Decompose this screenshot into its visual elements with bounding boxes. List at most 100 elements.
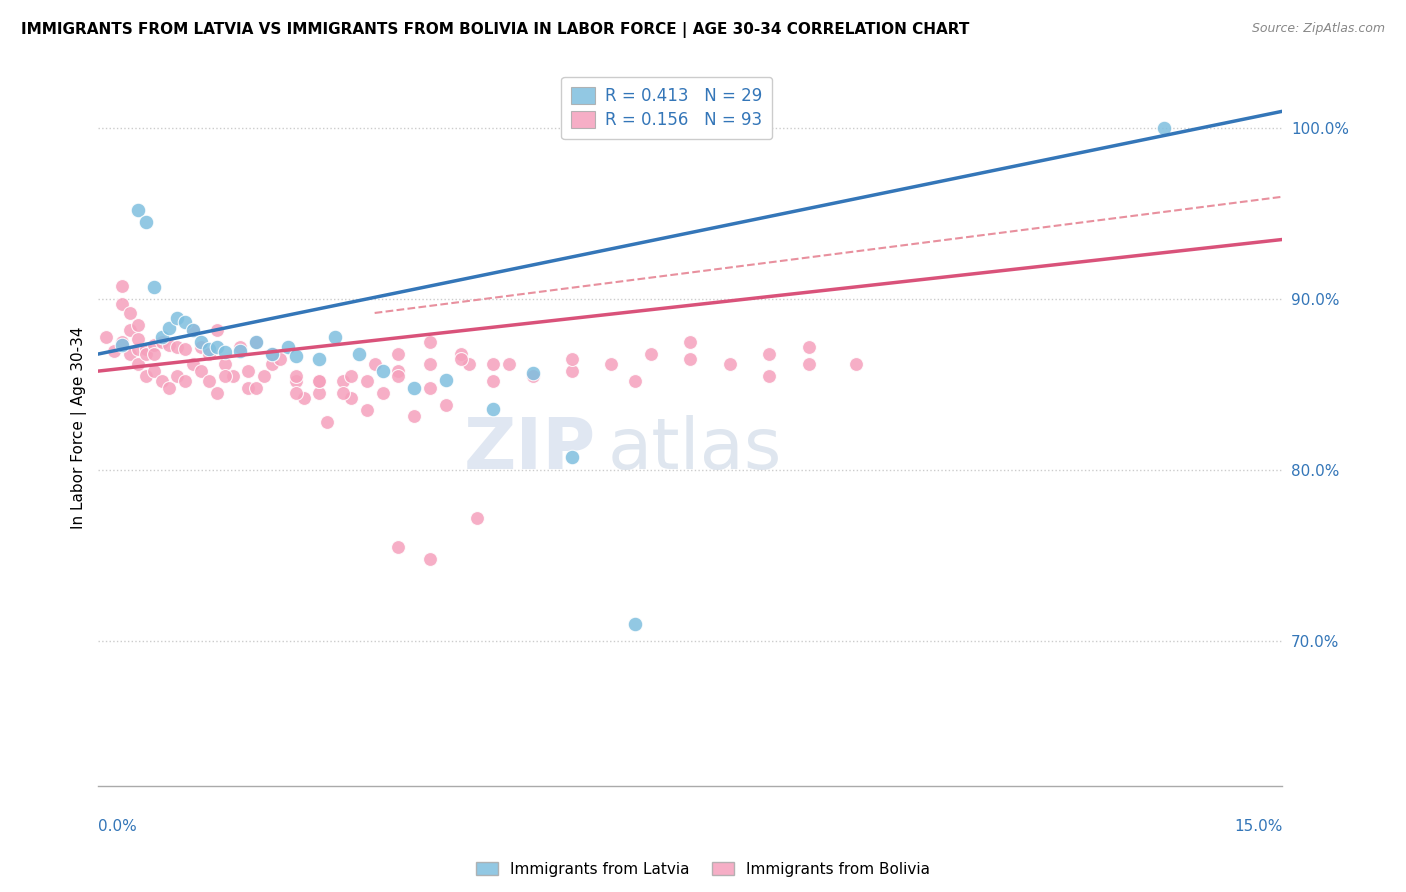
Point — [308, 352, 330, 367]
Point — [118, 306, 141, 320]
Point — [482, 401, 505, 416]
Point — [150, 330, 173, 344]
Point — [387, 369, 409, 384]
Point — [277, 340, 299, 354]
Point — [111, 338, 134, 352]
Point — [292, 392, 315, 406]
Text: 0.0%: 0.0% — [98, 819, 138, 834]
Point — [166, 340, 188, 354]
Point — [332, 386, 354, 401]
Point — [284, 375, 307, 389]
Y-axis label: In Labor Force | Age 30-34: In Labor Force | Age 30-34 — [72, 326, 87, 529]
Point — [561, 352, 583, 367]
Point — [356, 375, 378, 389]
Point — [450, 352, 472, 367]
Point — [142, 347, 165, 361]
Point — [111, 334, 134, 349]
Point — [260, 347, 283, 361]
Point — [308, 375, 330, 389]
Point — [190, 340, 212, 354]
Point — [135, 342, 157, 356]
Point — [640, 347, 662, 361]
Point — [190, 364, 212, 378]
Point — [166, 369, 188, 384]
Point — [174, 375, 197, 389]
Point — [127, 332, 149, 346]
Point — [127, 357, 149, 371]
Point — [118, 323, 141, 337]
Point — [845, 357, 868, 371]
Point — [308, 375, 330, 389]
Point — [797, 357, 820, 371]
Point — [387, 540, 409, 554]
Point — [142, 338, 165, 352]
Point — [214, 357, 236, 371]
Legend: Immigrants from Latvia, Immigrants from Bolivia: Immigrants from Latvia, Immigrants from … — [468, 854, 938, 884]
Point — [135, 369, 157, 384]
Point — [157, 338, 180, 352]
Point — [600, 357, 623, 371]
Point — [174, 342, 197, 356]
Text: IMMIGRANTS FROM LATVIA VS IMMIGRANTS FROM BOLIVIA IN LABOR FORCE | AGE 30-34 COR: IMMIGRANTS FROM LATVIA VS IMMIGRANTS FRO… — [21, 22, 970, 38]
Point — [260, 357, 283, 371]
Point — [150, 334, 173, 349]
Point — [214, 369, 236, 384]
Point — [561, 364, 583, 378]
Point — [135, 215, 157, 229]
Point — [253, 369, 276, 384]
Point — [419, 357, 441, 371]
Point — [363, 357, 385, 371]
Point — [522, 369, 544, 384]
Text: 15.0%: 15.0% — [1234, 819, 1282, 834]
Point — [679, 334, 702, 349]
Point — [229, 340, 252, 354]
Point — [404, 381, 426, 395]
Point — [482, 375, 505, 389]
Point — [419, 334, 441, 349]
Point — [419, 552, 441, 566]
Point — [465, 511, 488, 525]
Point — [166, 311, 188, 326]
Text: Source: ZipAtlas.com: Source: ZipAtlas.com — [1251, 22, 1385, 36]
Point — [624, 375, 647, 389]
Point — [198, 342, 221, 356]
Point — [111, 278, 134, 293]
Point — [404, 409, 426, 423]
Point — [127, 203, 149, 218]
Point — [624, 617, 647, 632]
Point — [371, 364, 394, 378]
Point — [561, 450, 583, 464]
Point — [150, 375, 173, 389]
Point — [284, 349, 307, 363]
Point — [127, 318, 149, 332]
Point — [718, 357, 741, 371]
Point — [450, 347, 472, 361]
Point — [758, 369, 780, 384]
Point — [316, 416, 339, 430]
Point — [679, 352, 702, 367]
Point — [347, 347, 370, 361]
Text: ZIP: ZIP — [464, 415, 596, 483]
Point — [522, 366, 544, 380]
Point — [387, 347, 409, 361]
Point — [205, 340, 228, 354]
Point — [387, 364, 409, 378]
Point — [434, 398, 457, 412]
Point — [181, 357, 204, 371]
Point — [221, 369, 243, 384]
Point — [198, 347, 221, 361]
Point — [127, 342, 149, 356]
Point — [238, 381, 260, 395]
Point — [340, 369, 363, 384]
Point — [498, 357, 520, 371]
Point — [269, 352, 291, 367]
Point — [181, 323, 204, 337]
Point — [205, 323, 228, 337]
Point — [260, 347, 283, 361]
Point — [245, 334, 267, 349]
Point — [797, 340, 820, 354]
Point — [103, 343, 125, 358]
Point — [111, 297, 134, 311]
Point — [142, 280, 165, 294]
Point — [356, 403, 378, 417]
